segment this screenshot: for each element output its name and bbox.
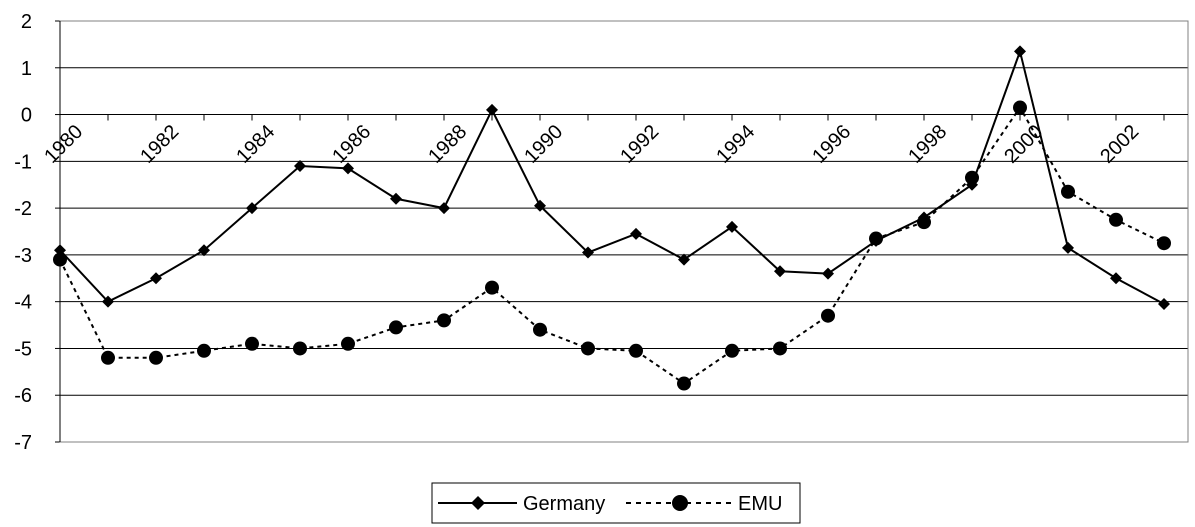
gridlines: [60, 20, 1188, 443]
x-tick-label: 1994: [712, 121, 759, 168]
y-tick-label: -2: [14, 198, 32, 220]
y-tick-label: 2: [21, 11, 32, 33]
series-emu: [53, 100, 1171, 391]
plot-area-frame: [59, 20, 1189, 443]
data-point: [101, 350, 115, 365]
data-point: [102, 295, 114, 308]
series: [53, 45, 1171, 391]
data-point: [438, 202, 450, 215]
data-point: [342, 162, 354, 175]
data-point: [149, 350, 163, 365]
data-point: [1109, 212, 1123, 227]
data-point: [630, 227, 642, 240]
data-point: [1013, 100, 1027, 115]
data-point: [390, 192, 402, 205]
data-point: [581, 341, 595, 356]
x-tick-label: 1980: [40, 121, 87, 168]
x-tick-label: 2002: [1096, 121, 1143, 168]
y-tick-label: -1: [14, 151, 32, 173]
data-point: [677, 376, 691, 391]
data-point: [294, 160, 306, 173]
data-point: [1158, 298, 1170, 311]
data-point: [774, 265, 786, 278]
legend-emu-label: EMU: [738, 493, 782, 515]
data-point: [245, 336, 259, 351]
legend-germany-marker: [471, 496, 485, 510]
x-tick-label: 1996: [808, 121, 855, 168]
data-point: [53, 252, 67, 267]
data-point: [869, 231, 883, 246]
y-tick-label: -3: [14, 245, 32, 267]
data-point: [437, 313, 451, 328]
data-point: [341, 336, 355, 351]
data-point: [150, 272, 162, 285]
legend-germany-label: Germany: [523, 493, 605, 515]
y-tick-label: -6: [14, 385, 32, 407]
x-tick-label: 1986: [328, 121, 375, 168]
axes: [55, 20, 1189, 443]
data-point: [486, 103, 498, 116]
data-point: [821, 308, 835, 323]
legend: Germany EMU: [431, 482, 801, 524]
data-point: [773, 341, 787, 356]
data-point: [725, 343, 739, 358]
y-axis-tick-labels: 2 1 0 -1 -2 -3 -4 -5 -6 -7: [14, 11, 32, 454]
data-point: [198, 244, 210, 257]
data-point: [678, 253, 690, 266]
data-point: [54, 244, 66, 257]
data-point: [1061, 184, 1075, 199]
data-point: [197, 343, 211, 358]
y-tick-label: -5: [14, 338, 32, 360]
x-axis-tick-labels: 1980 1982 1984 1986 1988 1990 1992 1994 1996 1998…: [40, 121, 1143, 168]
data-point: [822, 267, 834, 280]
data-point: [1110, 272, 1122, 285]
x-tick-label: 1988: [424, 121, 471, 168]
x-tick-label: 1990: [520, 121, 567, 168]
x-tick-label: 1982: [136, 121, 183, 168]
x-tick-label: 1998: [904, 121, 951, 168]
data-point: [917, 215, 931, 230]
y-tick-label: 1: [21, 58, 32, 80]
data-point: [389, 320, 403, 335]
data-point: [293, 341, 307, 356]
data-point: [246, 202, 258, 215]
data-point: [629, 343, 643, 358]
x-tick-label: 1992: [616, 121, 663, 168]
data-point: [1014, 45, 1026, 58]
y-tick-label: 0: [21, 105, 32, 127]
y-tick-label: -4: [14, 292, 32, 314]
series-germany: [54, 45, 1170, 311]
series-line: [59, 105, 1165, 385]
legend-emu-marker: [672, 495, 688, 511]
series-line: [59, 47, 1165, 305]
data-point: [582, 246, 594, 259]
data-point: [965, 170, 979, 185]
y-tick-label: -7: [14, 432, 32, 454]
data-point: [1157, 236, 1171, 251]
x-tick-label: 1984: [232, 121, 279, 168]
data-point: [534, 199, 546, 212]
data-point: [1062, 241, 1074, 254]
data-point: [533, 322, 547, 337]
data-point: [726, 220, 738, 233]
data-point: [485, 280, 499, 295]
